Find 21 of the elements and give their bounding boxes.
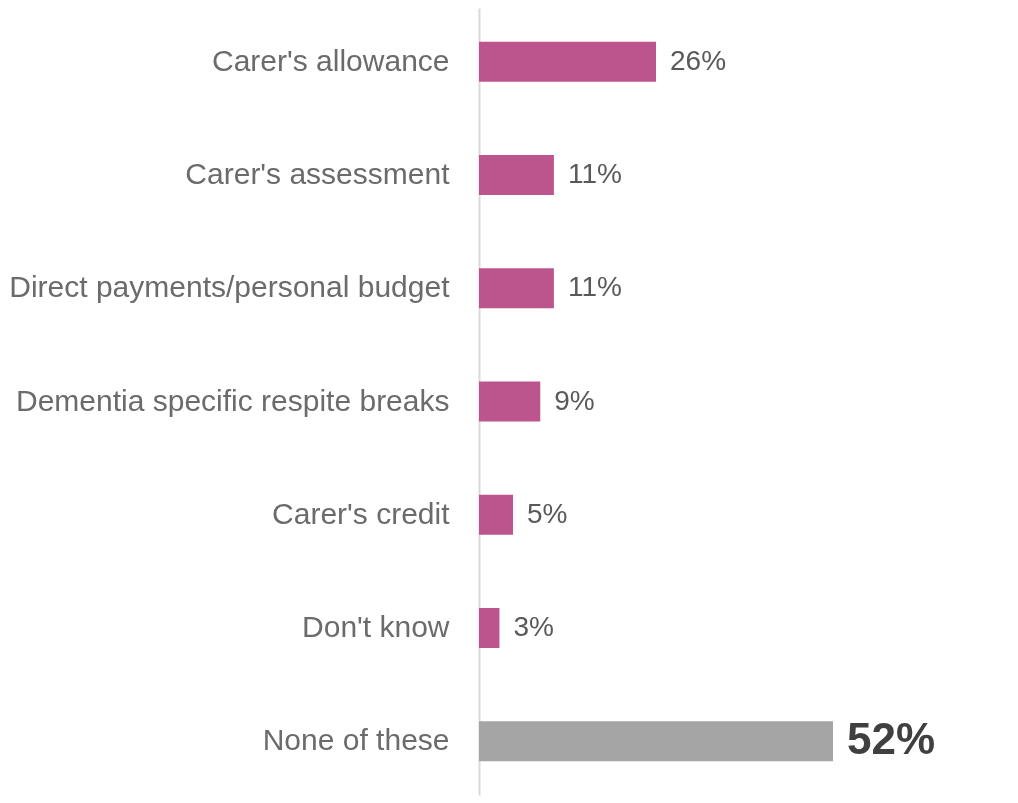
y-tick-label: Carer's credit bbox=[272, 496, 451, 530]
bar bbox=[479, 155, 554, 196]
data-label: 5% bbox=[527, 497, 568, 529]
bar bbox=[479, 607, 500, 648]
y-tick-label: Direct payments/personal budget bbox=[9, 270, 451, 304]
data-label: 9% bbox=[554, 384, 595, 416]
bar bbox=[479, 721, 833, 762]
y-tick-label: Don't know bbox=[302, 609, 450, 643]
y-tick-label: Carer's allowance bbox=[212, 43, 450, 77]
bar bbox=[479, 381, 541, 422]
bar bbox=[479, 494, 514, 535]
y-tick-label: Carer's assessment bbox=[185, 157, 451, 191]
y-tick-label: None of these bbox=[262, 723, 450, 757]
data-label: 26% bbox=[670, 44, 727, 76]
y-tick-label: Dementia specific respite breaks bbox=[15, 383, 450, 417]
data-label: 11% bbox=[567, 158, 622, 190]
data-label: 3% bbox=[513, 610, 554, 642]
bar bbox=[479, 268, 554, 309]
bar bbox=[479, 41, 656, 82]
data-label: 52% bbox=[847, 714, 936, 764]
data-label: 11% bbox=[567, 271, 622, 303]
